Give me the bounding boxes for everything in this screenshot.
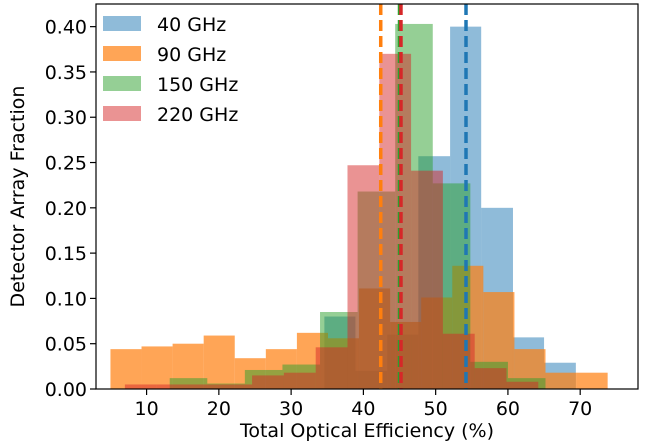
bar-220-ghz [315, 347, 348, 389]
legend-item-150-ghz: 150 GHz [103, 74, 238, 96]
legend-swatch [103, 46, 141, 61]
x-axis-ticks: 10 20 30 40 50 60 70 [134, 389, 592, 420]
y-tick-label: 0.15 [45, 243, 87, 265]
legend-item-220-ghz: 220 GHz [103, 104, 238, 126]
bar-90-ghz [141, 346, 173, 389]
legend-label: 150 GHz [157, 74, 238, 96]
legend-label: 220 GHz [157, 104, 238, 126]
legend-swatch [103, 106, 141, 121]
median-lines [378, 4, 468, 389]
legend-swatch [103, 76, 141, 91]
bar-90-ghz [110, 349, 142, 389]
bar-150-ghz [169, 378, 208, 389]
x-tick-label: 60 [496, 398, 520, 420]
bar-90-ghz [576, 372, 608, 389]
x-tick-label: 50 [424, 398, 448, 420]
bar-220-ghz [347, 165, 380, 389]
bar-220-ghz [124, 384, 157, 389]
y-tick-label: 0.40 [45, 17, 87, 39]
bar-220-ghz [506, 381, 539, 389]
series-220-ghz [124, 53, 539, 390]
legend-item-40-ghz: 40 GHz [103, 14, 226, 36]
x-tick-label: 30 [279, 398, 303, 420]
x-tick-label: 70 [568, 398, 592, 420]
x-tick-label: 20 [207, 398, 231, 420]
y-tick-label: 0.25 [45, 153, 87, 175]
bar-220-ghz [411, 170, 443, 389]
y-tick-label: 0.05 [45, 334, 87, 356]
legend-swatch [103, 16, 141, 31]
legend-label: 40 GHz [157, 14, 226, 36]
bar-220-ghz [379, 53, 412, 390]
y-tick-label: 0.00 [45, 379, 87, 401]
bar-220-ghz [252, 375, 284, 389]
y-tick-label: 0.10 [45, 288, 87, 310]
y-axis-ticks: 0.00 0.05 0.10 0.15 0.20 0.25 0.30 0.35 0.40 [45, 17, 96, 401]
plot-frame [95, 3, 639, 390]
bar-90-ghz [545, 372, 577, 389]
legend-item-90-ghz: 90 GHz [103, 44, 226, 66]
y-tick-label: 0.20 [45, 198, 87, 220]
bar-220-ghz [283, 372, 316, 389]
bar-220-ghz [188, 384, 221, 389]
y-tick-label: 0.30 [45, 107, 87, 129]
legend-label: 90 GHz [157, 44, 226, 66]
bar-220-ghz [220, 384, 253, 389]
legend: 40 GHz 90 GHz 150 GHz 220 GHz [103, 14, 238, 126]
bar-220-ghz [442, 333, 475, 389]
bar-90-ghz [203, 335, 235, 389]
x-axis-label: Total Optical Efficiency (%) [239, 420, 494, 442]
x-tick-label: 40 [351, 398, 375, 420]
x-tick-label: 10 [134, 398, 158, 420]
y-axis-label: Detector Array Fraction [7, 86, 29, 308]
bar-220-ghz [474, 368, 507, 389]
y-tick-label: 0.35 [45, 62, 87, 84]
bar-220-ghz [156, 384, 189, 389]
